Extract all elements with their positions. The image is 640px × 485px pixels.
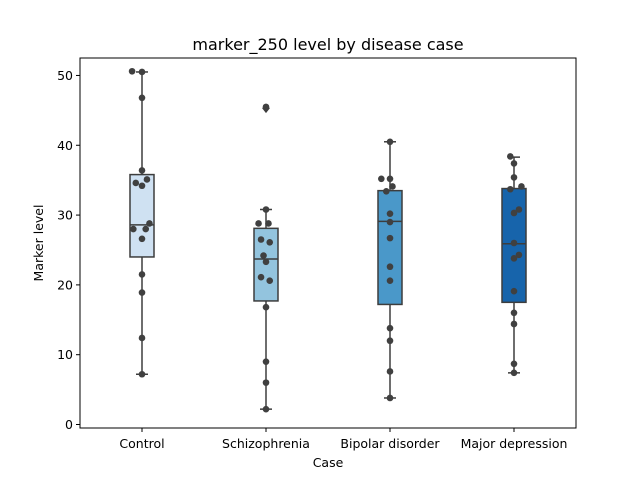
data-point bbox=[515, 251, 523, 259]
data-point bbox=[262, 358, 270, 365]
data-point bbox=[510, 160, 518, 167]
data-point bbox=[386, 138, 394, 146]
data-point bbox=[386, 234, 394, 242]
data-point bbox=[386, 337, 394, 345]
data-point bbox=[143, 176, 151, 183]
data-point bbox=[142, 225, 150, 233]
data-point bbox=[138, 167, 146, 174]
y-tick-label: 20 bbox=[57, 277, 73, 292]
data-point bbox=[510, 287, 518, 295]
data-point bbox=[138, 271, 146, 278]
data-point bbox=[506, 153, 514, 160]
y-axis-label: Marker level bbox=[31, 205, 46, 282]
data-point bbox=[515, 206, 523, 213]
data-point bbox=[138, 68, 146, 76]
data-point bbox=[260, 252, 267, 259]
data-point bbox=[130, 225, 137, 233]
x-tick-label: Bipolar disorder bbox=[340, 436, 440, 451]
data-point bbox=[262, 103, 270, 111]
x-tick-label: Major depression bbox=[461, 436, 568, 451]
data-point bbox=[262, 206, 270, 213]
data-point bbox=[138, 289, 146, 296]
box bbox=[377, 189, 403, 306]
data-point bbox=[262, 379, 270, 386]
data-point bbox=[510, 174, 518, 181]
data-point bbox=[138, 334, 146, 342]
data-point bbox=[518, 183, 525, 190]
y-tick-label: 0 bbox=[65, 417, 73, 432]
data-point bbox=[510, 360, 518, 368]
data-point bbox=[386, 368, 394, 375]
data-point bbox=[257, 236, 265, 243]
data-point bbox=[382, 188, 390, 195]
y-tick-label: 50 bbox=[57, 68, 73, 83]
data-point bbox=[257, 273, 265, 281]
data-point bbox=[146, 220, 153, 227]
data-point bbox=[386, 218, 394, 226]
data-point bbox=[378, 175, 385, 183]
plot-frame bbox=[79, 57, 577, 429]
y-tick-label: 10 bbox=[57, 347, 73, 362]
data-point bbox=[132, 179, 140, 187]
data-point bbox=[386, 210, 394, 217]
y-tick-label: 40 bbox=[57, 138, 73, 153]
data-point bbox=[386, 324, 394, 332]
data-point bbox=[506, 185, 514, 193]
x-tick-label: Schizophrenia bbox=[222, 436, 310, 451]
data-point bbox=[510, 369, 518, 377]
plot-area bbox=[128, 67, 527, 413]
data-point bbox=[262, 258, 270, 266]
data-point bbox=[510, 209, 518, 217]
data-point bbox=[386, 263, 394, 271]
data-point bbox=[265, 220, 272, 227]
data-point bbox=[138, 182, 146, 190]
data-point bbox=[262, 405, 270, 413]
data-point bbox=[386, 394, 394, 402]
data-point bbox=[510, 239, 518, 247]
data-point bbox=[510, 320, 518, 328]
x-axis-label: Case bbox=[313, 455, 344, 470]
data-point bbox=[386, 175, 394, 183]
data-point bbox=[266, 277, 274, 284]
data-point bbox=[138, 94, 146, 102]
data-point bbox=[128, 67, 136, 75]
data-point bbox=[262, 303, 270, 311]
data-point bbox=[138, 235, 146, 243]
y-tick-label: 30 bbox=[57, 208, 73, 223]
box bbox=[501, 187, 527, 304]
data-point bbox=[138, 370, 146, 378]
data-point bbox=[266, 239, 274, 246]
data-point bbox=[255, 220, 262, 227]
data-point bbox=[510, 255, 518, 262]
x-tick-label: Control bbox=[119, 436, 164, 451]
chart-title: marker_250 level by disease case bbox=[192, 35, 463, 55]
data-point bbox=[386, 277, 394, 284]
data-point bbox=[389, 183, 396, 190]
data-point bbox=[510, 309, 518, 317]
